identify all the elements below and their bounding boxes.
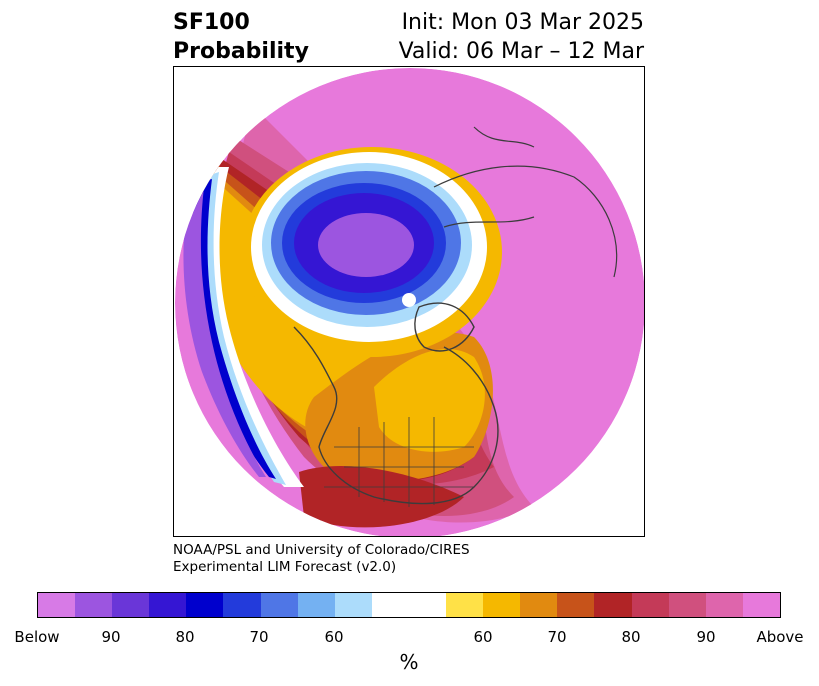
us-borders bbox=[324, 417, 474, 507]
colorbar-segment bbox=[483, 593, 521, 617]
colorbar-segment bbox=[334, 593, 372, 617]
title-measure: Probability bbox=[173, 39, 309, 64]
colorbar-segment bbox=[297, 593, 335, 617]
map-title: SF100 Probability bbox=[173, 8, 309, 66]
colorbar-segment bbox=[742, 593, 780, 617]
colorbar-tick-label: 60 bbox=[473, 628, 493, 646]
coastline-eurasia bbox=[433, 126, 618, 278]
colorbar-segment bbox=[186, 593, 224, 617]
pole-hole bbox=[402, 293, 416, 307]
colorbar-tick-label: 70 bbox=[547, 628, 567, 646]
colorbar-segment bbox=[75, 593, 113, 617]
colorbar-tick-label: 80 bbox=[175, 628, 195, 646]
colorbar-segment bbox=[668, 593, 706, 617]
credit-line-2: Experimental LIM Forecast (v2.0) bbox=[173, 559, 397, 575]
colorbar-segment bbox=[371, 593, 409, 617]
colorbar-tick-label: Below bbox=[14, 628, 60, 646]
colorbar-segment bbox=[223, 593, 261, 617]
colorbar-tick-label: 90 bbox=[696, 628, 716, 646]
na-warm-red bbox=[299, 466, 464, 528]
forecast-dates: Init: Mon 03 Mar 2025 Valid: 06 Mar – 12… bbox=[399, 8, 644, 66]
colorbar-tick-label: 90 bbox=[101, 628, 121, 646]
polar-core bbox=[318, 213, 414, 277]
credit-line-1: NOAA/PSL and University of Colorado/CIRE… bbox=[173, 542, 470, 558]
colorbar-tick-label: 70 bbox=[249, 628, 269, 646]
init-date: Init: Mon 03 Mar 2025 bbox=[401, 10, 644, 35]
colorbar-segment bbox=[705, 593, 743, 617]
polar-map bbox=[175, 68, 644, 536]
coastline-greenland bbox=[414, 302, 475, 352]
credit: NOAA/PSL and University of Colorado/CIRE… bbox=[173, 542, 470, 576]
colorbar-segment bbox=[149, 593, 187, 617]
colorbar-segment bbox=[112, 593, 150, 617]
colorbar-tick-label: 80 bbox=[621, 628, 641, 646]
colorbar-segment bbox=[38, 593, 76, 617]
colorbar-segment bbox=[260, 593, 298, 617]
colorbar-segment bbox=[446, 593, 484, 617]
valid-range: Valid: 06 Mar – 12 Mar bbox=[398, 39, 644, 64]
colorbar-segment bbox=[631, 593, 669, 617]
colorbar-segment bbox=[557, 593, 595, 617]
colorbar-tick-label: 60 bbox=[324, 628, 344, 646]
colorbar-segment bbox=[408, 593, 447, 617]
colorbar-segment bbox=[594, 593, 632, 617]
map-panel bbox=[173, 66, 645, 537]
colorbar-tick-label: Above bbox=[756, 628, 804, 646]
title-variable: SF100 bbox=[173, 10, 250, 35]
na-warm-yellow bbox=[374, 348, 485, 452]
colorbar bbox=[37, 592, 781, 618]
colorbar-unit: % bbox=[399, 650, 419, 674]
coastline-north-america bbox=[293, 326, 499, 505]
colorbar-segment bbox=[520, 593, 558, 617]
